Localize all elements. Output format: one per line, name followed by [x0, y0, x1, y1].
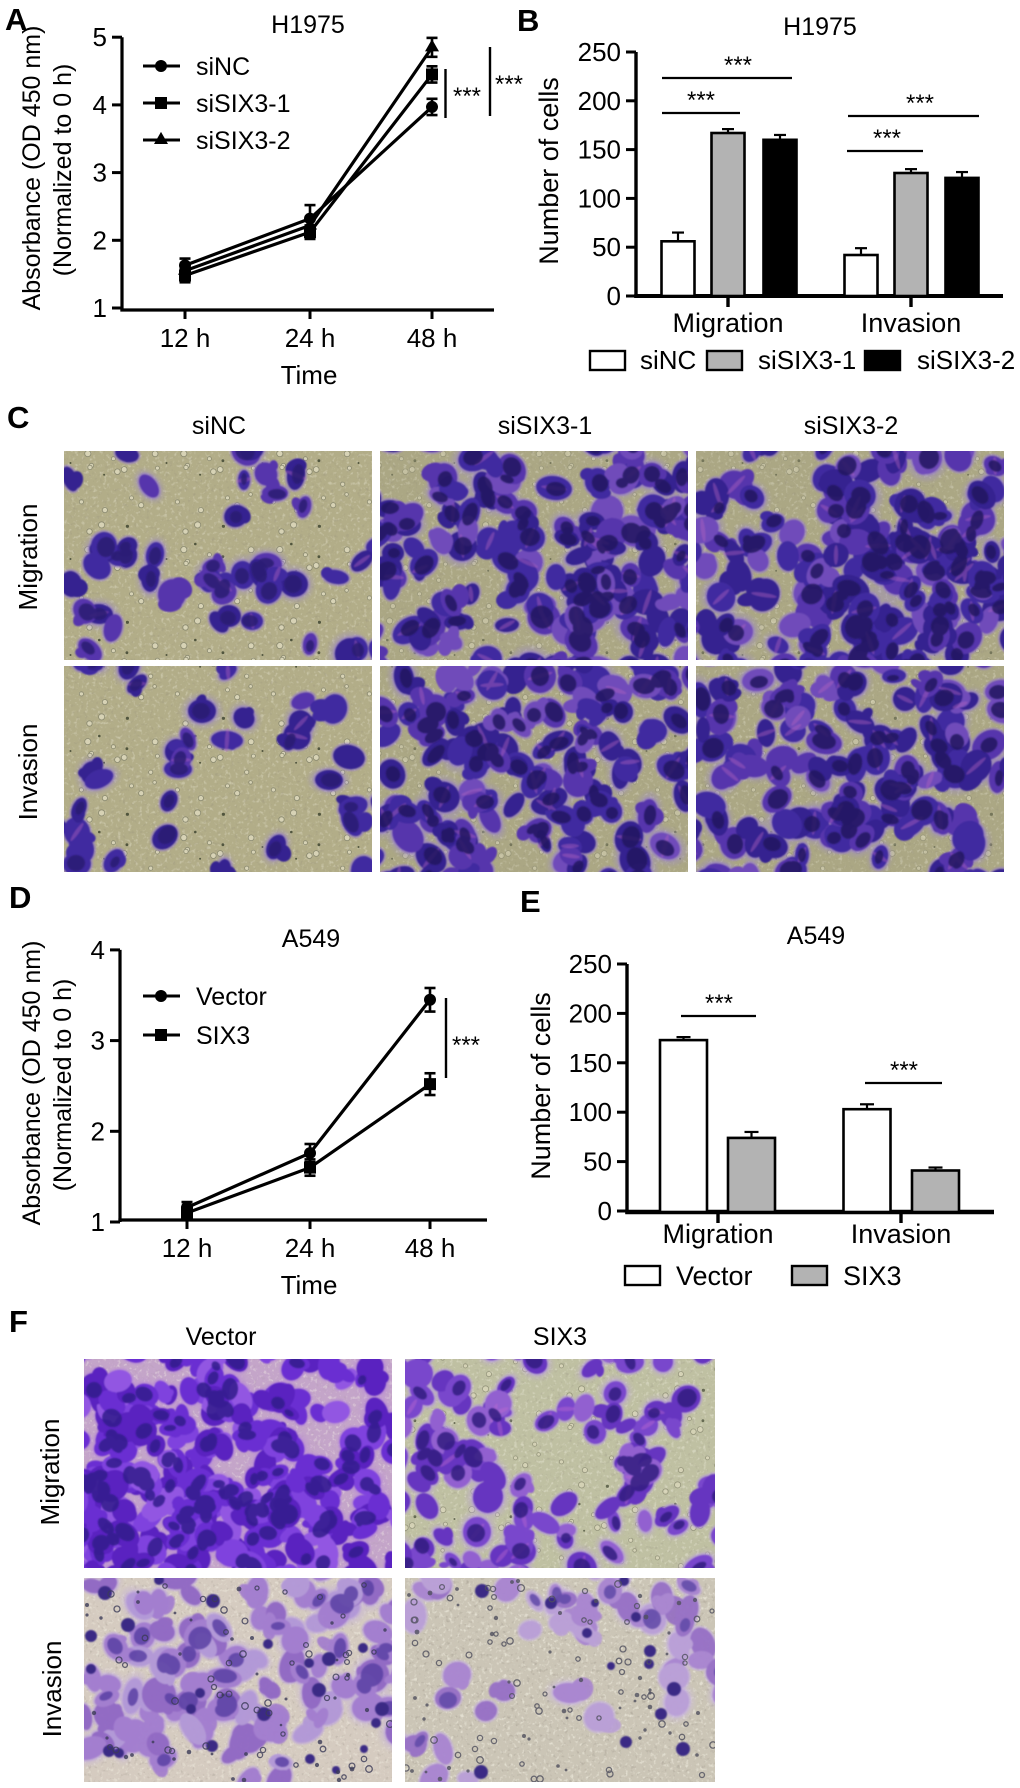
svg-text:***: *** [873, 125, 901, 152]
svg-text:H1975: H1975 [783, 13, 857, 41]
svg-text:0: 0 [607, 281, 621, 311]
svg-text:siSIX3-2: siSIX3-2 [917, 345, 1015, 375]
svg-text:SIX3: SIX3 [196, 1022, 250, 1050]
svg-text:Migration: Migration [662, 1219, 773, 1249]
svg-text:4: 4 [91, 935, 105, 965]
svg-text:100: 100 [569, 1097, 612, 1127]
svg-text:Time: Time [281, 1270, 338, 1300]
svg-text:24 h: 24 h [285, 1233, 336, 1263]
svg-text:Vector: Vector [196, 983, 267, 1011]
svg-text:Vector: Vector [676, 1261, 753, 1291]
svg-text:(Normalized to 0 h): (Normalized to 0 h) [49, 979, 77, 1192]
svg-text:12 h: 12 h [162, 1233, 213, 1263]
svg-text:200: 200 [578, 86, 621, 116]
svg-text:Migration: Migration [13, 504, 43, 611]
svg-text:100: 100 [578, 183, 621, 213]
svg-text:siSIX3-1: siSIX3-1 [196, 90, 290, 118]
svg-text:Number of cells: Number of cells [534, 77, 564, 265]
svg-text:Invasion: Invasion [13, 724, 43, 821]
svg-text:48 h: 48 h [405, 1233, 456, 1263]
svg-text:H1975: H1975 [271, 11, 345, 39]
svg-text:12 h: 12 h [160, 323, 211, 353]
svg-text:A: A [5, 2, 27, 37]
svg-text:2: 2 [91, 1116, 105, 1146]
svg-text:250: 250 [569, 949, 612, 979]
svg-text:4: 4 [93, 90, 107, 120]
svg-text:E: E [520, 884, 541, 919]
svg-text:***: *** [906, 90, 934, 117]
svg-text:siSIX3-1: siSIX3-1 [758, 345, 856, 375]
svg-text:200: 200 [569, 998, 612, 1028]
svg-text:Invasion: Invasion [861, 308, 962, 338]
svg-text:3: 3 [91, 1026, 105, 1056]
svg-text:Absorbance (OD 450 nm): Absorbance (OD 450 nm) [18, 941, 46, 1226]
svg-text:SIX3: SIX3 [533, 1323, 587, 1351]
svg-text:B: B [517, 3, 539, 38]
svg-text:3: 3 [93, 158, 107, 188]
svg-text:siSIX3-2: siSIX3-2 [196, 127, 290, 155]
svg-text:Time: Time [281, 360, 338, 390]
svg-text:Migration: Migration [35, 1419, 65, 1526]
svg-text:0: 0 [598, 1196, 612, 1226]
svg-text:Invasion: Invasion [851, 1219, 952, 1249]
svg-text:Invasion: Invasion [37, 1641, 67, 1738]
svg-text:50: 50 [583, 1147, 612, 1177]
svg-text:1: 1 [93, 293, 107, 323]
svg-text:siNC: siNC [192, 412, 246, 440]
svg-text:1: 1 [91, 1207, 105, 1237]
svg-text:150: 150 [578, 135, 621, 165]
svg-text:F: F [9, 1304, 28, 1339]
svg-text:48 h: 48 h [407, 323, 458, 353]
svg-text:5: 5 [93, 22, 107, 52]
svg-text:2: 2 [93, 225, 107, 255]
svg-text:Number of cells: Number of cells [526, 992, 556, 1180]
svg-text:50: 50 [592, 232, 621, 262]
svg-text:(Normalized to 0 h): (Normalized to 0 h) [49, 64, 77, 277]
svg-text:siNC: siNC [640, 345, 696, 375]
svg-text:SIX3: SIX3 [843, 1261, 902, 1291]
svg-text:150: 150 [569, 1048, 612, 1078]
svg-text:siSIX3-2: siSIX3-2 [804, 412, 898, 440]
svg-text:***: *** [687, 87, 715, 114]
svg-text:***: *** [495, 71, 523, 98]
svg-text:***: *** [705, 990, 733, 1017]
svg-text:250: 250 [578, 37, 621, 67]
svg-text:siNC: siNC [196, 53, 250, 81]
svg-text:Vector: Vector [186, 1323, 257, 1351]
svg-text:D: D [9, 880, 31, 915]
svg-text:***: *** [724, 52, 752, 79]
svg-text:siSIX3-1: siSIX3-1 [498, 412, 592, 440]
svg-text:***: *** [452, 1032, 480, 1059]
svg-text:***: *** [890, 1057, 918, 1084]
svg-text:A549: A549 [282, 925, 340, 953]
svg-text:A549: A549 [787, 922, 845, 950]
svg-text:Migration: Migration [672, 308, 783, 338]
svg-text:***: *** [453, 83, 481, 110]
svg-text:Absorbance (OD 450 nm): Absorbance (OD 450 nm) [18, 26, 46, 311]
svg-text:24 h: 24 h [285, 323, 336, 353]
svg-text:C: C [7, 400, 29, 435]
